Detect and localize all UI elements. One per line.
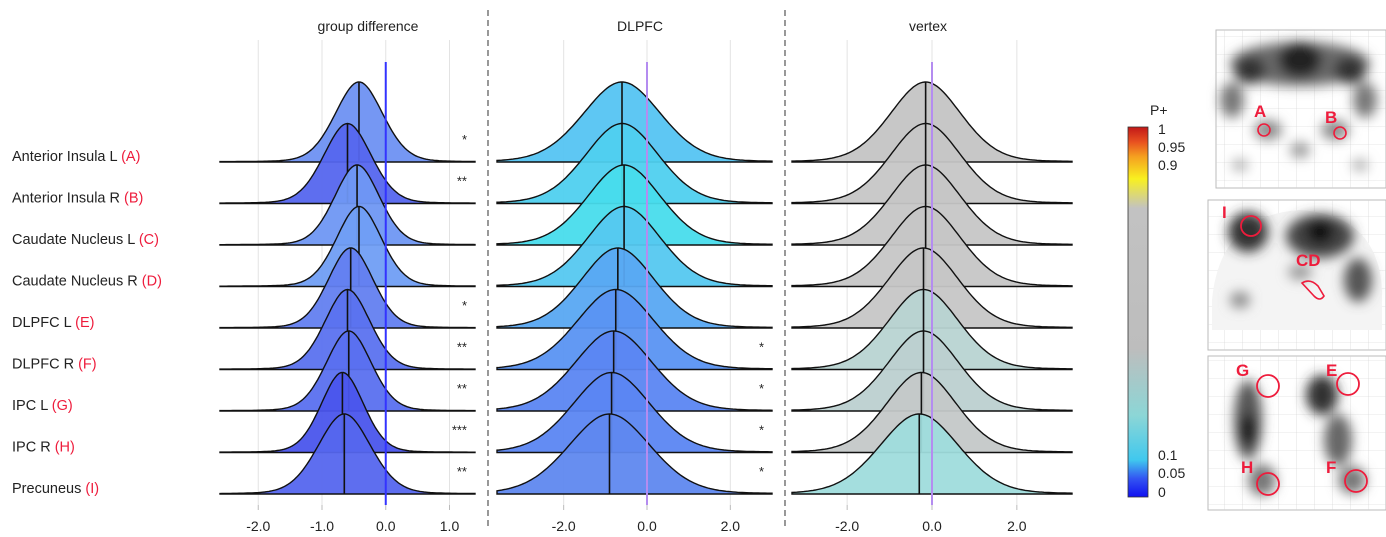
ridge-density: [496, 247, 773, 329]
row-label: DLPFC L (E): [12, 315, 94, 331]
significance-stars: *: [759, 340, 764, 355]
roi-label: B: [1325, 108, 1337, 127]
roi-marker: [1256, 374, 1280, 398]
row-label-tag: (I): [85, 481, 99, 497]
significance-stars: *: [759, 464, 764, 479]
panel-title-dlpfc: DLPFC: [617, 18, 663, 34]
row-label-name: Anterior Insula L: [12, 149, 121, 165]
x-tick-label: 2.0: [1007, 518, 1027, 534]
row-label-tag: (B): [124, 191, 143, 207]
row-label-name: DLPFC L: [12, 315, 75, 331]
row-label-name: Caudate Nucleus R: [12, 274, 142, 290]
roi-label: E: [1326, 361, 1337, 380]
colorbar-tick: 0.1: [1158, 447, 1178, 463]
row-label-name: DLPFC R: [12, 357, 78, 373]
row-label-tag: (D): [142, 274, 162, 290]
x-tick-label: -2.0: [835, 518, 859, 534]
colorbar-ticks: 1 0.95 0.9 0.1 0.05 0: [1158, 121, 1185, 500]
roi-label: F: [1326, 458, 1336, 477]
ridge-density: [496, 122, 773, 205]
panel-title-group-difference: group difference: [318, 18, 419, 34]
x-tick-label: 0.0: [637, 518, 657, 534]
significance-stars: *: [462, 298, 467, 313]
ridge-density: [219, 247, 476, 329]
colorbar-tick: 0.95: [1158, 139, 1185, 155]
ridge-density: [496, 413, 773, 495]
row-label: Anterior Insula L (A): [12, 149, 140, 165]
row-label-name: Anterior Insula R: [12, 191, 124, 207]
row-label: Anterior Insula R (B): [12, 191, 143, 207]
row-label: IPC R (H): [12, 440, 75, 456]
x-tick-label: 0.0: [922, 518, 942, 534]
row-label-tag: (C): [139, 232, 159, 248]
ridge-density: [496, 81, 773, 163]
roi-label: G: [1236, 361, 1249, 380]
roi-outline: [1300, 280, 1325, 300]
row-label-name: IPC R: [12, 440, 55, 456]
row-label: Caudate Nucleus R (D): [12, 274, 162, 290]
x-tick-label: 0.0: [376, 518, 396, 534]
ridgeline-panel-group-difference: *************-2.0 -1.0 0.0 1.0: [219, 40, 476, 534]
roi-label: I: [1222, 203, 1227, 222]
significance-stars: **: [457, 464, 467, 479]
row-label-name: IPC L: [12, 398, 52, 414]
row-labels: Anterior Insula L (A) Anterior Insula R (…: [12, 149, 162, 497]
significance-stars: *: [462, 132, 467, 147]
colorbar-title: P+: [1150, 102, 1168, 118]
significance-stars: **: [457, 340, 467, 355]
row-label-tag: (A): [121, 149, 140, 165]
roi-marker: [1240, 215, 1262, 237]
row-label: Precuneus (I): [12, 481, 99, 497]
row-label-tag: (E): [75, 315, 94, 331]
colorbar-tick: 1: [1158, 121, 1166, 137]
x-tick-label: -2.0: [246, 518, 270, 534]
significance-stars: *: [759, 381, 764, 396]
ridge-density: [496, 205, 773, 288]
roi-marker: [1344, 469, 1368, 493]
row-label: Caudate Nucleus L (C): [12, 232, 159, 248]
roi-marker: [1333, 126, 1347, 140]
brain-image-bottom: G E H F: [1207, 355, 1386, 511]
ridgeline-panel-vertex: -2.0 0.0 2.0: [791, 40, 1073, 534]
x-tick-label: 1.0: [440, 518, 460, 534]
brain-image-top: A B: [1215, 29, 1386, 189]
ridge-density: [219, 164, 476, 246]
ridge-density: [219, 81, 476, 163]
x-tick-label: -2.0: [552, 518, 576, 534]
roi-marker: [1336, 372, 1360, 396]
colorbar-tick: 0.9: [1158, 157, 1178, 173]
panel-title-vertex: vertex: [909, 18, 947, 34]
row-label-name: Precuneus: [12, 481, 85, 497]
ridge-density: [219, 205, 476, 288]
ridge-density: [496, 288, 773, 371]
row-label-tag: (G): [52, 398, 73, 414]
ridge-density: [496, 164, 773, 246]
colorbar-tick: 0.05: [1158, 465, 1185, 481]
roi-marker: [1257, 123, 1271, 137]
ridge-density: [219, 371, 476, 454]
row-label: DLPFC R (F): [12, 357, 97, 373]
x-tick-label: 2.0: [721, 518, 741, 534]
ridge-density: [496, 371, 773, 454]
ridge-density: [496, 330, 773, 412]
row-label-name: Caudate Nucleus L: [12, 232, 139, 248]
significance-stars: ***: [452, 423, 467, 438]
x-tick-label: -1.0: [310, 518, 334, 534]
row-label-tag: (H): [55, 440, 75, 456]
colorbar: [1127, 126, 1149, 498]
ridgeline-panel-dlpfc: * * * * -2.0 0.0 2.0: [496, 40, 773, 534]
row-label-tag: (F): [78, 357, 97, 373]
roi-marker: [1256, 472, 1280, 496]
brain-image-middle: I CD: [1207, 199, 1386, 351]
colorbar-tick: 0: [1158, 484, 1166, 500]
roi-label: H: [1241, 458, 1253, 477]
roi-label: A: [1254, 102, 1266, 121]
significance-stars: *: [759, 423, 764, 438]
significance-stars: **: [457, 381, 467, 396]
significance-stars: **: [457, 174, 467, 189]
ridge-density: [219, 413, 476, 495]
roi-label: CD: [1296, 251, 1321, 270]
row-label: IPC L (G): [12, 398, 73, 414]
